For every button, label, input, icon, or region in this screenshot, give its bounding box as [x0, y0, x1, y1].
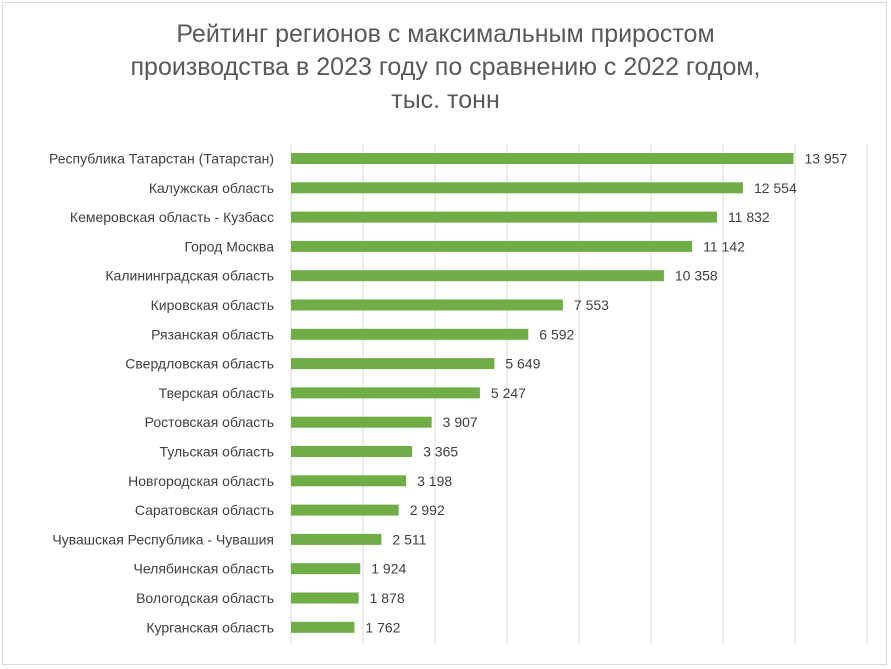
category-label: Чувашская Республика - Чувашия [52, 531, 274, 547]
data-label: 3 198 [417, 473, 452, 489]
data-label: 10 358 [675, 268, 718, 284]
category-label: Саратовская область [135, 502, 274, 518]
data-label: 7 553 [574, 297, 609, 313]
bar [291, 446, 413, 457]
category-labels: Республика Татарстан (Татарстан) Калужска… [49, 151, 274, 636]
chart-title-line-3: тыс. тонн [391, 86, 500, 114]
category-label: Челябинская область [134, 561, 275, 577]
bar [291, 328, 529, 340]
bar [291, 563, 361, 575]
category-label: Рязанская область [151, 326, 274, 342]
chart-title-line-1: Рейтинг регионов с максимальным приросто… [176, 20, 715, 48]
category-label: Город Москва [184, 238, 274, 254]
bar [291, 358, 495, 370]
category-label: Кировская область [151, 297, 274, 313]
data-label: 1 924 [371, 561, 406, 577]
bar [291, 621, 355, 633]
category-label: Вологодская область [136, 590, 274, 606]
category-label: Калининградская область [105, 268, 274, 284]
bar [291, 592, 359, 604]
chart-title-line-2: производства в 2023 году по сравнению с … [130, 53, 761, 81]
chart-title: Рейтинг регионов с максимальным приросто… [0, 18, 891, 117]
data-label: 3 365 [423, 444, 458, 460]
data-label: 11 832 [728, 209, 770, 225]
category-label: Тверская область [159, 385, 274, 401]
category-label: Тульская область [160, 444, 274, 460]
data-label: 5 247 [491, 385, 526, 401]
category-label: Новгородская область [128, 473, 274, 489]
bar [291, 211, 717, 223]
category-label: Свердловская область [125, 356, 274, 372]
data-label: 13 957 [804, 151, 847, 167]
data-label: 2 992 [410, 502, 445, 518]
bar [291, 416, 432, 428]
bar [291, 270, 664, 282]
bar [291, 153, 794, 164]
data-label: 12 554 [754, 180, 797, 196]
data-label: 2 511 [392, 531, 426, 547]
bar [291, 475, 407, 487]
category-label: Кемеровская область - Кузбасс [70, 209, 274, 225]
bar [291, 182, 743, 194]
data-label: 3 907 [443, 414, 478, 430]
category-label: Республика Татарстан (Татарстан) [49, 151, 274, 167]
bars [291, 153, 794, 633]
data-label: 6 592 [539, 326, 574, 342]
data-label: 1 762 [365, 619, 400, 635]
data-label: 11 142 [703, 238, 745, 254]
bar [291, 299, 563, 311]
category-label: Ростовская область [145, 414, 274, 430]
bar [291, 240, 693, 252]
bar [291, 504, 399, 516]
data-label: 5 649 [505, 356, 540, 372]
category-label: Курганская область [146, 619, 274, 635]
bar [291, 387, 480, 399]
category-label: Калужская область [149, 180, 274, 196]
data-label: 1 878 [370, 590, 405, 606]
bar [291, 533, 382, 545]
